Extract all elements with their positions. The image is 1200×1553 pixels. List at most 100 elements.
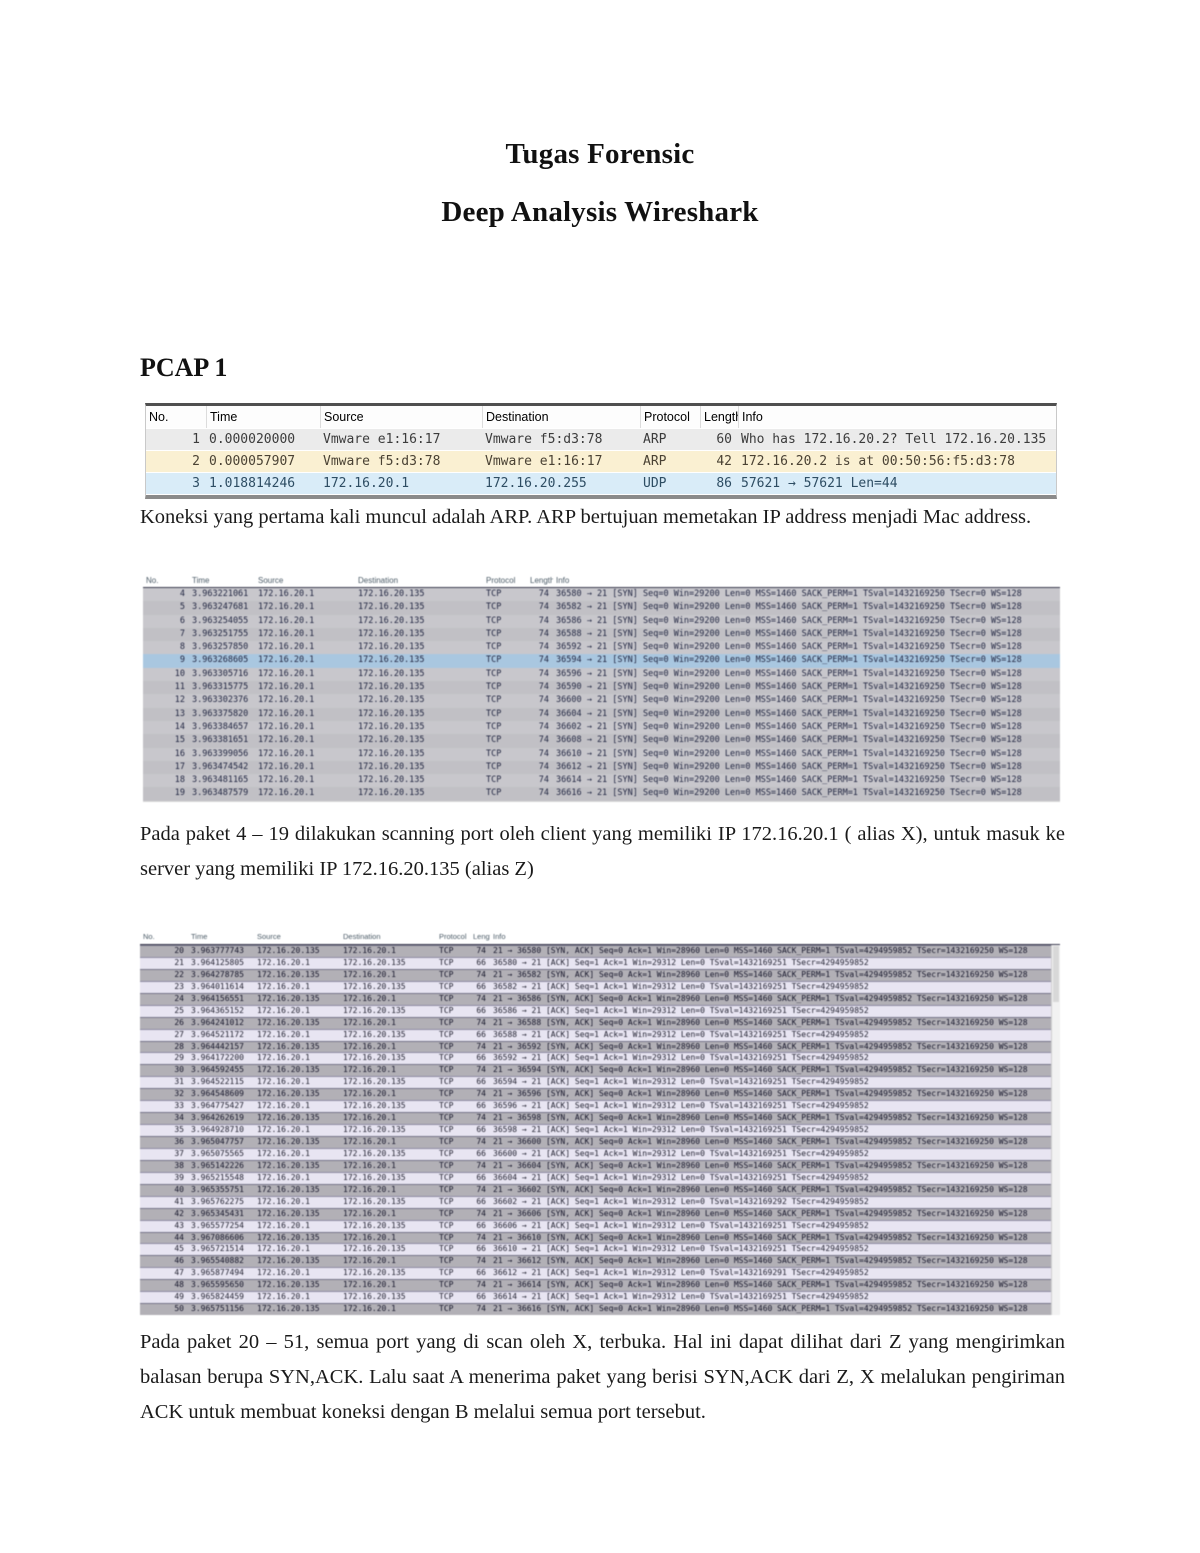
packet-cell: 172.16.20.135 <box>257 1184 320 1194</box>
packet-cell: TCP <box>439 1208 454 1218</box>
column-header-source: Source <box>258 576 284 585</box>
packet-cell: 172.16.20.135 <box>358 615 425 626</box>
packet-cell: TCP <box>439 1125 454 1135</box>
packet-cell: 172.16.20.1 <box>257 1125 310 1135</box>
packet-cell: TCP <box>439 1220 454 1230</box>
packet-cell: 36598 → 21 [ACK] Seq=1 Ack=1 Win=29312 L… <box>493 1125 869 1135</box>
packet-cell: 5 <box>179 602 185 613</box>
packet-cell: 66 <box>476 1172 486 1182</box>
packet-cell: 33 <box>174 1101 184 1111</box>
packet-row-21: 21 3.964125805 172.16.20.1 172.16.20.135 TCP… <box>140 956 1060 969</box>
column-header-row: No. TimeSourceDestinationProtocolLengthIn… <box>146 406 1056 429</box>
packet-cell: 21 → 36594 [SYN, ACK] Seq=0 Ack=1 Win=28… <box>493 1065 1028 1075</box>
column-header-source: Source <box>257 932 281 941</box>
packet-cell: 172.16.20.1 <box>258 628 315 639</box>
packet-cell: 172.16.20.1 <box>343 1041 396 1051</box>
packet-cell: 1 <box>192 432 200 447</box>
packet-cell: 3.963254055 <box>192 615 249 626</box>
packet-cell: 13 <box>174 708 185 719</box>
packet-cell: 11 <box>174 682 185 693</box>
packet-cell: 3.963481165 <box>192 775 249 786</box>
packet-cell: 172.16.20.1 <box>257 957 310 967</box>
packet-cell: 74 <box>538 589 549 599</box>
packet-cell: 21 → 36614 [SYN, ACK] Seq=0 Ack=1 Win=28… <box>493 1280 1028 1290</box>
section-heading-pcap1: PCAP 1 <box>140 353 228 382</box>
column-header-destination: Destination <box>358 576 399 585</box>
packet-row-42: 42 3.965345431 172.16.20.135 172.16.20.1 TCP… <box>140 1207 1060 1220</box>
packet-row-22: 22 3.964278785 172.16.20.135 172.16.20.1 TCP… <box>140 968 1060 981</box>
packet-cell: 8 <box>179 642 185 653</box>
packet-cell: 74 <box>476 1089 486 1099</box>
packet-cell: 172.16.20.2 is at 00:50:56:f5:d3:78 <box>741 454 1015 469</box>
packet-row-7: 7 3.963251755 172.16.20.1 172.16.20.135 TCP 7… <box>143 627 1060 642</box>
packet-row-6: 6 3.963254055 172.16.20.1 172.16.20.135 TCP 7… <box>143 614 1060 628</box>
packet-cell: 3.963474542 <box>192 761 249 772</box>
packet-row-12: 12 3.963302376 172.16.20.1 172.16.20.135 TCP… <box>143 694 1060 708</box>
packet-cell: 57621 → 57621 Len=44 <box>741 476 898 491</box>
wireshark-screenshot-syn-portscan: No. Time Source Destination Protocol Length In… <box>143 573 1060 802</box>
doc-title-line1: Tugas Forensic <box>505 138 695 170</box>
packet-cell: 36604 → 21 [ACK] Seq=1 Ack=1 Win=29312 L… <box>493 1172 869 1182</box>
packet-cell: 74 <box>538 668 549 679</box>
packet-cell: 172.16.20.135 <box>358 735 425 746</box>
packet-cell: TCP <box>439 1244 454 1254</box>
packet-cell: 172.16.20.135 <box>358 775 425 786</box>
packet-cell: 24 <box>174 993 184 1003</box>
packet-cell: 74 <box>538 642 549 653</box>
packet-cell: 172.16.20.1 <box>257 1053 310 1063</box>
packet-cell: TCP <box>486 775 502 786</box>
packet-cell: TCP <box>439 1137 454 1146</box>
packet-cell: 40 <box>174 1184 184 1194</box>
packet-cell: TCP <box>439 1041 454 1051</box>
packet-cell: 172.16.20.1 <box>323 476 410 491</box>
packet-cell: 3.964592455 <box>191 1065 244 1075</box>
packet-cell: TCP <box>486 788 502 799</box>
packet-cell: 172.16.20.135 <box>358 721 425 732</box>
packet-cell: 172.16.20.135 <box>358 628 425 639</box>
packet-cell: 74 <box>538 748 549 759</box>
packet-cell: 172.16.20.1 <box>343 1304 396 1314</box>
packet-row-26: 26 3.964241012 172.16.20.135 172.16.20.1 TCP… <box>140 1016 1060 1029</box>
packet-row-27: 27 3.964521172 172.16.20.1 172.16.20.135 TCP… <box>140 1028 1060 1041</box>
packet-cell: 74 <box>538 775 549 786</box>
packet-row-2: 2 0.000057907 Vmware f5:d3:78 Vmware e1:16:… <box>146 451 1056 473</box>
packet-cell: 3.963257850 <box>192 642 249 653</box>
packet-cell: 172.16.20.1 <box>343 1089 396 1099</box>
packet-row-19: 19 3.963487579 172.16.20.1 172.16.20.135 TCP… <box>143 787 1060 801</box>
packet-cell: 172.16.20.135 <box>358 668 425 679</box>
packet-cell: 36582 → 21 [SYN] Seq=0 Win=29200 Len=0 M… <box>556 602 1022 613</box>
packet-cell: 36594 → 21 [SYN] Seq=0 Win=29200 Len=0 M… <box>556 655 1022 666</box>
packet-cell: 3.965577254 <box>191 1220 244 1230</box>
packet-cell: TCP <box>486 642 502 653</box>
packet-cell: 172.16.20.1 <box>258 695 315 706</box>
packet-cell: 74 <box>476 969 486 979</box>
packet-cell: 36602 → 21 [SYN] Seq=0 Win=29200 Len=0 M… <box>556 721 1022 732</box>
packet-cell: 3.963247681 <box>192 602 249 613</box>
packet-cell: 3.964775427 <box>191 1101 244 1111</box>
packet-cell: TCP <box>439 993 454 1003</box>
packet-cell: 74 <box>538 788 549 799</box>
packet-cell: 36588 → 21 [SYN] Seq=0 Win=29200 Len=0 M… <box>556 628 1022 639</box>
packet-cell: 4 <box>179 589 185 599</box>
packet-cell: 36590 → 21 [SYN] Seq=0 Win=29200 Len=0 M… <box>556 682 1022 693</box>
packet-cell: 74 <box>538 615 549 626</box>
packet-cell: 172.16.20.135 <box>343 1196 406 1206</box>
column-header-protocol: Protocol <box>486 576 516 585</box>
column-header-time: Time <box>206 406 320 428</box>
packet-cell: 32 <box>174 1089 184 1099</box>
packet-cell: 74 <box>476 1304 486 1314</box>
packet-cell: 172.16.20.1 <box>258 615 315 626</box>
packet-cell: 20 <box>174 946 184 955</box>
packet-cell: 3.965877494 <box>191 1268 244 1278</box>
packet-row-32: 32 3.964548609 172.16.20.135 172.16.20.1 TCP… <box>140 1088 1060 1101</box>
packet-cell: 39 <box>174 1172 184 1182</box>
column-header-info: Info <box>493 932 506 941</box>
packet-cell: TCP <box>439 1029 454 1039</box>
packet-cell: 74 <box>476 1137 486 1146</box>
packet-cell: 27 <box>174 1029 184 1039</box>
packet-cell: 172.16.20.1 <box>258 788 315 799</box>
packet-cell: 74 <box>476 1208 486 1218</box>
packet-cell: 3.964278785 <box>191 969 244 979</box>
packet-cell: 3.965355751 <box>191 1184 244 1194</box>
